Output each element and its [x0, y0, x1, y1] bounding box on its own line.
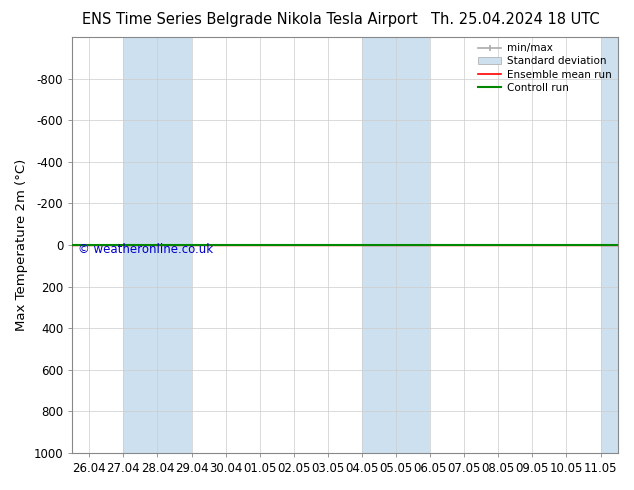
- Text: ENS Time Series Belgrade Nikola Tesla Airport: ENS Time Series Belgrade Nikola Tesla Ai…: [82, 12, 418, 27]
- Y-axis label: Max Temperature 2m (°C): Max Temperature 2m (°C): [15, 159, 28, 331]
- Text: © weatheronline.co.uk: © weatheronline.co.uk: [77, 243, 213, 256]
- Bar: [600, 37, 618, 453]
- Text: Th. 25.04.2024 18 UTC: Th. 25.04.2024 18 UTC: [431, 12, 600, 27]
- Bar: [124, 37, 191, 453]
- Legend: min/max, Standard deviation, Ensemble mean run, Controll run: min/max, Standard deviation, Ensemble me…: [474, 39, 616, 97]
- Bar: [362, 37, 430, 453]
